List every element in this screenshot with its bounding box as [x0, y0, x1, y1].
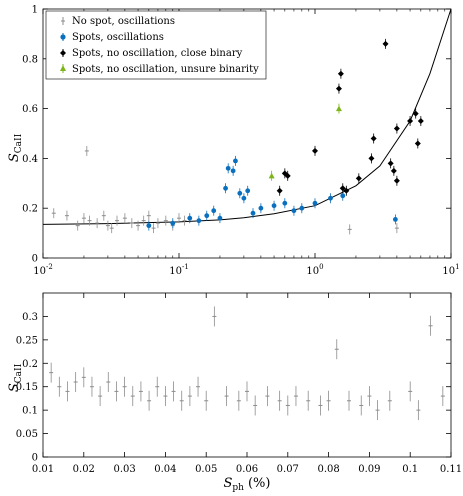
y-tick-label: 0: [32, 453, 38, 464]
y-tick-label: 0.2: [22, 204, 38, 215]
legend-box: [45, 10, 267, 80]
data-point-spots-osc: [312, 200, 318, 206]
data-point-spots-osc: [170, 220, 176, 226]
x-tick-label: 10-2: [33, 263, 53, 277]
x-tick-label: 0.09: [358, 464, 380, 475]
data-point-spots-osc: [211, 208, 217, 214]
bottom-plot-frame: [42, 292, 452, 458]
data-point-close-binary: [355, 175, 362, 182]
bottom-y-axis-label: SCaII: [7, 363, 24, 392]
bottom-x-axis-label: Sph (%): [224, 476, 271, 493]
x-tick-label: 0.06: [236, 464, 258, 475]
data-point-spots-osc: [196, 218, 202, 224]
legend-item-unsure: Spots, no oscillation, unsure binarity: [60, 64, 259, 75]
data-point-spots-osc: [241, 195, 247, 201]
data-point-close-binary: [417, 118, 424, 125]
data-point-close-binary: [284, 172, 291, 179]
bottom-marks: [49, 306, 445, 421]
data-point-spots-osc: [187, 215, 193, 221]
data-point-spots-osc: [237, 190, 243, 196]
data-point-spots-osc: [225, 165, 231, 171]
bottom-panel: 0.01 0.02 0.03 0.04 0.05 0.06 0.07 0.08 0.09 0.1 0…: [7, 292, 462, 493]
data-point-spots-osc: [233, 158, 238, 164]
bottom-axis-ticks: 0.01 0.02 0.03 0.04 0.05 0.06 0.07 0.08 0.09 0.1 0…: [16, 293, 462, 475]
x-tick-label: 0.02: [73, 464, 95, 475]
x-tick-label: 100: [306, 263, 323, 277]
data-point-spots-osc: [328, 195, 333, 201]
y-tick-label: 0.6: [22, 104, 38, 115]
data-point-unsure: [268, 172, 275, 179]
data-point-spots-osc: [230, 168, 236, 174]
legend-label-close-binary: Spots, no oscillation, close binary: [72, 48, 243, 59]
data-point-close-binary: [390, 167, 397, 174]
data-point-spots-osc: [217, 215, 223, 221]
legend: No spot, oscillations Spots, oscillation…: [45, 10, 267, 80]
data-point-close-binary: [393, 177, 400, 184]
data-point-spots-osc: [223, 185, 228, 191]
y-tick-label: 0.25: [16, 335, 38, 346]
data-point-close-binary: [393, 125, 400, 132]
y-tick-label: 0.8: [22, 54, 38, 65]
data-point-close-binary: [412, 110, 419, 117]
legend-item-spots-osc: Spots, oscillations: [60, 32, 164, 43]
x-tick-label: 101: [442, 263, 459, 277]
legend-label-unsure: Spots, no oscillation, unsure binarity: [72, 64, 259, 75]
data-point-spots-osc: [146, 223, 152, 229]
data-point-close-binary: [343, 187, 350, 194]
x-tick-label: 0.01: [32, 464, 54, 475]
data-point-spots-osc: [299, 205, 305, 211]
data-point-spots-osc: [340, 193, 346, 199]
x-tick-label: 0.11: [440, 464, 462, 475]
y-tick-label: 0.05: [16, 429, 38, 440]
data-point-close-binary: [370, 135, 377, 142]
data-point-spots-osc: [204, 213, 210, 219]
x-tick-label: 0.03: [113, 464, 135, 475]
top-axis-ticks: 10-2 10-1 100 101 0 0.2 0.4 0.6 0.8 1: [22, 5, 460, 278]
top-panel: 10-2 10-1 100 101 0 0.2 0.4 0.6 0.8 1 SCaII No sp…: [7, 5, 460, 278]
data-point-spots-osc: [392, 217, 398, 222]
data-point-spots-osc: [291, 208, 297, 214]
data-point-close-binary: [407, 118, 414, 125]
data-point-spots-osc: [250, 210, 256, 216]
y-tick-label: 0.4: [22, 154, 38, 165]
data-point-close-binary: [382, 40, 389, 47]
x-tick-label: 0.05: [195, 464, 217, 475]
y-tick-label: 0: [32, 254, 38, 265]
data-point-close-binary: [339, 185, 346, 192]
legend-item-close-binary: Spots, no oscillation, close binary: [60, 48, 243, 59]
top-y-axis-label: SCaII: [7, 133, 24, 162]
x-tick-label: 0.08: [317, 464, 339, 475]
legend-label-spots-osc: Spots, oscillations: [72, 32, 164, 43]
data-point-spots-osc: [282, 200, 288, 206]
data-point-spots-osc: [245, 188, 251, 194]
legend-item-no-spot: No spot, oscillations: [61, 16, 175, 27]
x-tick-label: 0.04: [154, 464, 176, 475]
data-point-close-binary: [335, 85, 342, 92]
y-tick-label: 0.15: [16, 382, 38, 393]
y-tick-label: 0.3: [22, 312, 38, 323]
x-tick-label: 10-1: [169, 263, 189, 277]
data-point-spots-osc: [271, 203, 277, 209]
legend-label-no-spot: No spot, oscillations: [72, 16, 175, 27]
data-point-close-binary: [337, 70, 344, 77]
top-marks: [42, 8, 452, 235]
y-tick-label: 0.2: [22, 359, 38, 370]
data-point-close-binary: [312, 147, 318, 154]
y-tick-label: 1: [32, 5, 38, 16]
y-tick-label: 0.1: [22, 406, 38, 417]
top-plot-frame: [42, 8, 452, 259]
x-tick-label: 0.1: [402, 464, 418, 475]
x-tick-label: 0.07: [277, 464, 299, 475]
data-point-close-binary: [387, 160, 394, 167]
data-point-spots-osc: [258, 205, 264, 211]
data-point-close-binary: [276, 187, 283, 194]
data-point-unsure: [335, 105, 342, 112]
data-point-close-binary: [368, 155, 375, 162]
data-point-close-binary: [414, 140, 421, 147]
